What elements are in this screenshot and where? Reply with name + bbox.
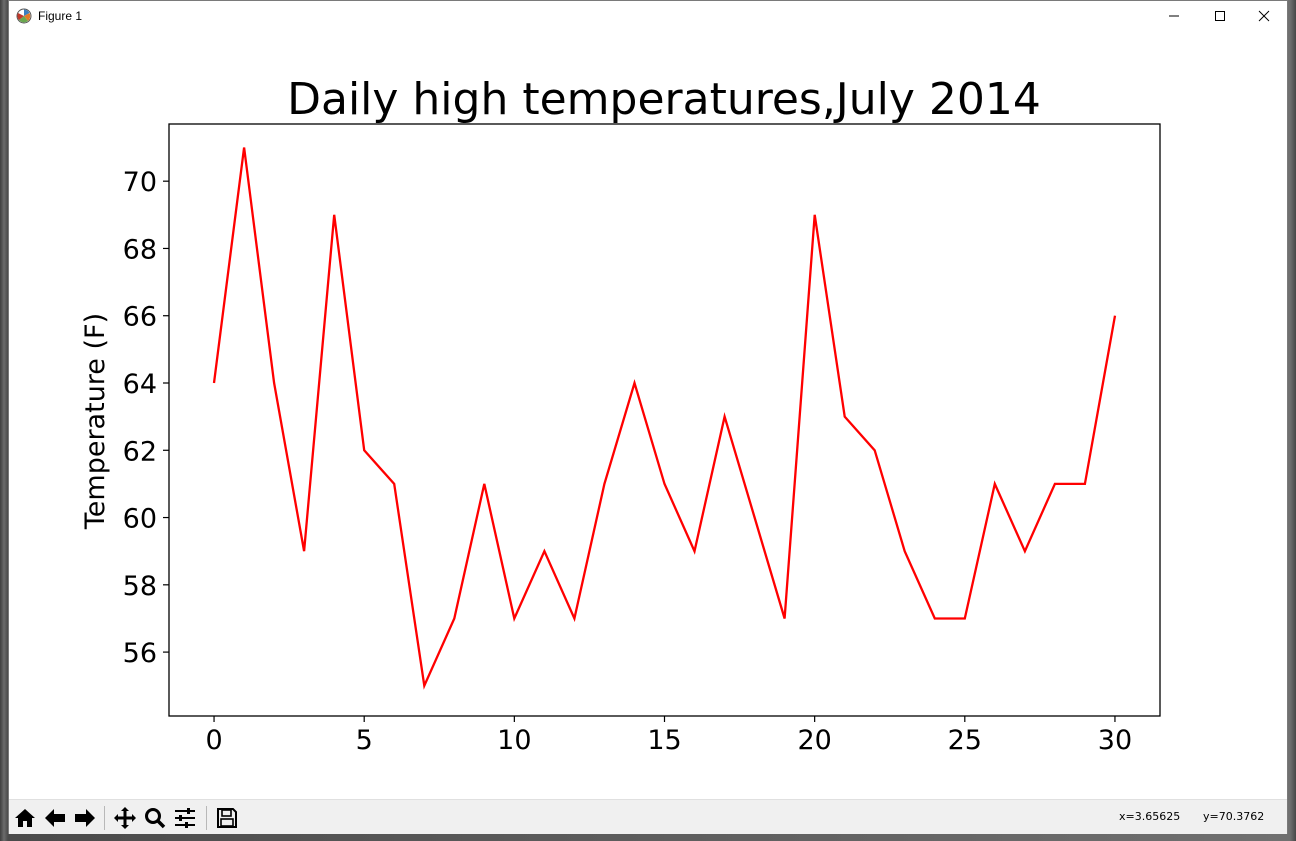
x-tick-label: 5 xyxy=(356,725,373,756)
close-button[interactable] xyxy=(1241,1,1287,31)
navigation-toolbar: x=3.65625 y=70.3762 xyxy=(9,799,1287,834)
y-tick-label: 68 xyxy=(123,234,157,265)
cursor-x-readout: x=3.65625 xyxy=(1119,810,1181,823)
y-tick-label: 58 xyxy=(123,571,157,602)
home-button[interactable] xyxy=(11,804,39,832)
x-tick-label: 0 xyxy=(205,725,222,756)
y-axis-label: Temperature (F) xyxy=(80,313,111,530)
matplotlib-logo-icon xyxy=(16,8,32,24)
toolbar-separator xyxy=(206,806,207,830)
home-icon xyxy=(15,809,35,827)
configure-subplots-button[interactable] xyxy=(171,804,199,832)
minimize-button[interactable] xyxy=(1151,1,1197,31)
zoom-button[interactable] xyxy=(141,804,169,832)
x-tick-label: 20 xyxy=(797,725,831,756)
close-icon xyxy=(1258,10,1270,22)
y-tick-label: 70 xyxy=(123,167,157,198)
save-button[interactable] xyxy=(213,804,241,832)
chart-title: Daily high temperatures,July 2014 xyxy=(287,74,1041,125)
window-title: Figure 1 xyxy=(38,9,83,23)
zoom-icon xyxy=(145,808,166,829)
configure-subplots-icon xyxy=(175,808,195,828)
minimize-icon xyxy=(1169,15,1179,17)
y-tick-label: 62 xyxy=(123,436,157,467)
y-tick-label: 66 xyxy=(123,302,157,333)
x-tick-label: 15 xyxy=(647,725,681,756)
pan-icon xyxy=(114,807,136,829)
figure-window: Figure 1 Daily high temperatures,July 20… xyxy=(8,0,1288,834)
x-tick-label: 30 xyxy=(1098,725,1132,756)
line-chart: Daily high temperatures,July 2014 Temper… xyxy=(80,74,1161,756)
maximize-button[interactable] xyxy=(1197,1,1243,31)
x-tick-label: 25 xyxy=(948,725,982,756)
y-tick-label: 60 xyxy=(123,504,157,535)
y-tick-label: 64 xyxy=(123,369,157,400)
maximize-icon xyxy=(1215,11,1225,21)
forward-icon xyxy=(75,809,95,827)
forward-button[interactable] xyxy=(71,804,99,832)
back-icon xyxy=(45,809,65,827)
figure-canvas[interactable]: Daily high temperatures,July 2014 Temper… xyxy=(9,31,1287,799)
pan-button[interactable] xyxy=(111,804,139,832)
x-tick-label: 10 xyxy=(497,725,531,756)
toolbar-separator xyxy=(104,806,105,830)
y-tick-label: 56 xyxy=(123,638,157,669)
series-line xyxy=(212,147,1117,690)
save-icon xyxy=(217,808,237,828)
title-bar[interactable]: Figure 1 xyxy=(9,1,1287,31)
back-button[interactable] xyxy=(41,804,69,832)
cursor-y-readout: y=70.3762 xyxy=(1203,810,1265,823)
axes-frame xyxy=(168,123,1161,717)
